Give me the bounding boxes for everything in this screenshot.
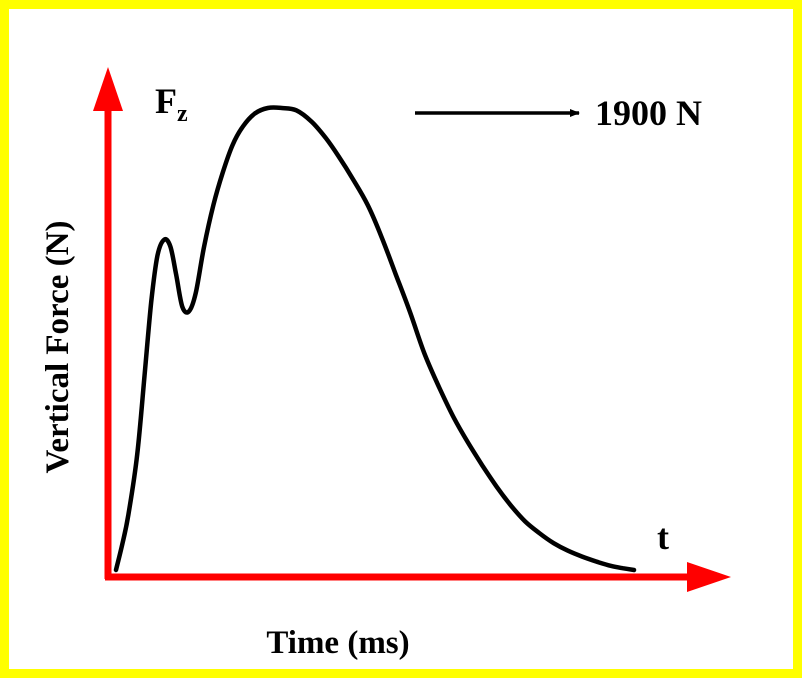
x-axis-symbol: t [657, 517, 669, 557]
force-curve-series [113, 105, 637, 573]
x-axis-arrowhead [687, 562, 731, 592]
y-axis-symbol-subscript: z [177, 101, 188, 127]
y-axis-arrowhead [93, 67, 123, 111]
y-axis-symbol: Fz [155, 81, 188, 127]
peak-annotation-label: 1900 N [595, 93, 702, 133]
y-axis-symbol-main: F [155, 81, 177, 121]
y-axis-label: Vertical Force (N) [40, 221, 76, 474]
x-axis-label: Time (ms) [266, 625, 409, 661]
force-time-chart: Time (ms) Vertical Force (N) Fz t 1900 N [40, 67, 731, 661]
